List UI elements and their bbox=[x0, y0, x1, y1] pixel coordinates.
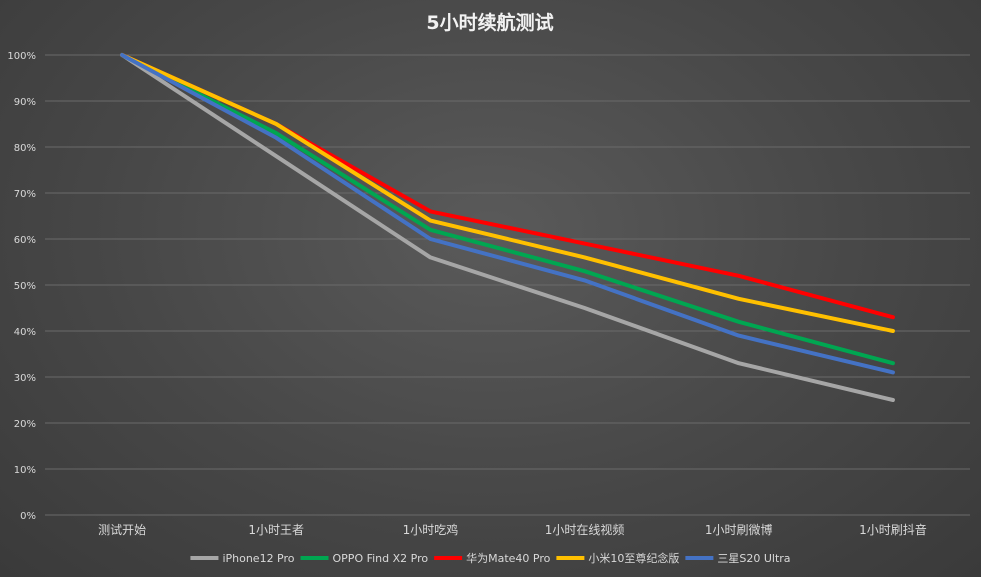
legend-label: 华为Mate40 Pro bbox=[466, 551, 551, 565]
x-tick-label: 1小时王者 bbox=[248, 523, 304, 537]
y-axis-ticks: 0% 10% 20% 30% 40% 50% 60% 70% 80% 90% 100% bbox=[7, 51, 36, 522]
y-tick-label: 30% bbox=[14, 373, 36, 384]
chart-title: 5小时续航测试 bbox=[426, 11, 553, 34]
legend-item: 小米10至尊纪念版 bbox=[556, 551, 679, 565]
series-line bbox=[120, 53, 895, 375]
legend-label: 小米10至尊纪念版 bbox=[588, 551, 679, 565]
series-lines bbox=[120, 53, 895, 402]
y-tick-label: 0% bbox=[20, 511, 36, 522]
x-tick-label: 1小时在线视频 bbox=[545, 522, 625, 537]
y-tick-label: 50% bbox=[14, 281, 36, 292]
legend-label: 三星S20 Ultra bbox=[717, 552, 790, 565]
legend-label: OPPO Find X2 Pro bbox=[333, 552, 429, 565]
x-tick-label: 1小时吃鸡 bbox=[403, 522, 459, 537]
gridlines bbox=[45, 54, 970, 516]
y-tick-label: 100% bbox=[7, 51, 36, 62]
x-axis-ticks: 测试开始 1小时王者 1小时吃鸡 1小时在线视频 1小时刷微博 1小时刷抖音 bbox=[98, 522, 927, 537]
series-line bbox=[120, 53, 895, 366]
y-tick-label: 90% bbox=[14, 97, 36, 108]
x-tick-label: 1小时刷抖音 bbox=[859, 522, 927, 537]
legend-label: iPhone12 Pro bbox=[222, 552, 294, 565]
legend-item: 三星S20 Ultra bbox=[685, 552, 791, 565]
series-line bbox=[120, 53, 895, 320]
legend-item: OPPO Find X2 Pro bbox=[300, 552, 429, 565]
legend-item: iPhone12 Pro bbox=[190, 552, 295, 565]
y-tick-label: 10% bbox=[14, 465, 36, 476]
legend: iPhone12 Pro OPPO Find X2 Pro 华为Mate40 Pro… bbox=[190, 551, 791, 565]
x-tick-label: 测试开始 bbox=[98, 522, 146, 537]
y-tick-label: 40% bbox=[14, 327, 36, 338]
series-line bbox=[120, 53, 895, 402]
series-line bbox=[120, 53, 895, 333]
x-tick-label: 1小时刷微博 bbox=[705, 522, 773, 537]
legend-item: 华为Mate40 Pro bbox=[434, 551, 551, 565]
y-tick-label: 70% bbox=[14, 189, 36, 200]
y-tick-label: 20% bbox=[14, 419, 36, 430]
y-tick-label: 80% bbox=[14, 143, 36, 154]
y-tick-label: 60% bbox=[14, 235, 36, 246]
